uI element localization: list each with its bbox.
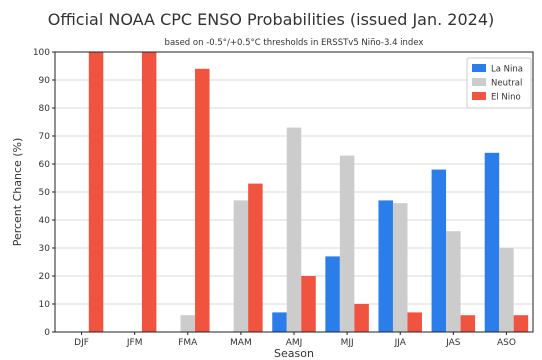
x-tick-label: DJF: [74, 338, 89, 348]
x-tick-label: MAM: [230, 338, 252, 348]
legend-swatch-la-nina: [472, 64, 486, 72]
x-tick-label: JJA: [394, 338, 407, 348]
chart-subtitle: based on -0.5°/+0.5°C thresholds in ERSS…: [164, 38, 424, 48]
bar-neutral-jas: [446, 231, 461, 332]
legend: La Nina Neutral El Nino: [466, 57, 532, 109]
y-tick-label: 70: [39, 132, 51, 142]
x-tick-label: AMJ: [286, 338, 303, 348]
y-tick-label: 90: [39, 76, 51, 86]
y-tick-label: 40: [39, 216, 51, 226]
bars: [88, 52, 529, 333]
bar-la-nina-mjj: [325, 256, 340, 332]
x-tick-label: FMA: [178, 338, 198, 348]
bar-el-nino-aso: [513, 315, 529, 332]
bar-neutral-fma: [180, 315, 196, 332]
bar-neutral-mam: [233, 200, 249, 332]
bar-el-nino-mjj: [354, 304, 369, 332]
x-tick-label: ASO: [497, 338, 516, 348]
legend-swatch-el-nino: [472, 92, 486, 100]
bar-la-nina-jja: [378, 200, 393, 332]
x-axis-label: Season: [274, 347, 314, 360]
y-tick-label: 10: [39, 300, 51, 310]
legend-swatch-neutral: [472, 78, 486, 86]
y-tick-label: 80: [39, 104, 51, 114]
bar-el-nino-mam: [248, 183, 263, 332]
y-tick-label: 0: [44, 328, 50, 338]
legend-label-la-nina: La Nina: [491, 65, 523, 75]
x-tick-label: MJJ: [341, 338, 354, 348]
y-axis-label: Percent Chance (%): [11, 138, 24, 247]
bar-neutral-mjj: [339, 155, 355, 332]
y-tick-label: 30: [39, 244, 51, 254]
bar-el-nino-fma: [195, 68, 210, 333]
bar-neutral-amj: [286, 127, 302, 332]
y-tick-label: 20: [39, 272, 51, 282]
bar-la-nina-jas: [431, 169, 447, 332]
y-tick-label: 100: [33, 48, 50, 58]
ticks: 0 10 20 30 40 50 60 70 80 90 100 DJF JFM FMA MAM AMJ MJJ…: [33, 48, 516, 348]
bar-el-nino-djf: [88, 52, 104, 332]
y-tick-label: 60: [39, 160, 51, 170]
bar-el-nino-jfm: [141, 52, 157, 332]
legend-label-el-nino: El Nino: [491, 93, 521, 103]
legend-label-neutral: Neutral: [491, 79, 522, 89]
y-tick-label: 50: [39, 188, 51, 198]
bar-el-nino-jas: [460, 315, 476, 332]
bar-neutral-aso: [499, 248, 514, 332]
bar-la-nina-aso: [484, 152, 500, 332]
bar-neutral-jja: [392, 203, 408, 332]
x-tick-label: JAS: [445, 338, 461, 348]
bar-la-nina-amj: [272, 312, 287, 332]
chart-title: Official NOAA CPC ENSO Probabilities (is…: [47, 10, 495, 29]
bar-el-nino-amj: [301, 276, 316, 332]
bar-el-nino-jja: [407, 312, 422, 332]
x-tick-label: JFM: [126, 338, 143, 348]
